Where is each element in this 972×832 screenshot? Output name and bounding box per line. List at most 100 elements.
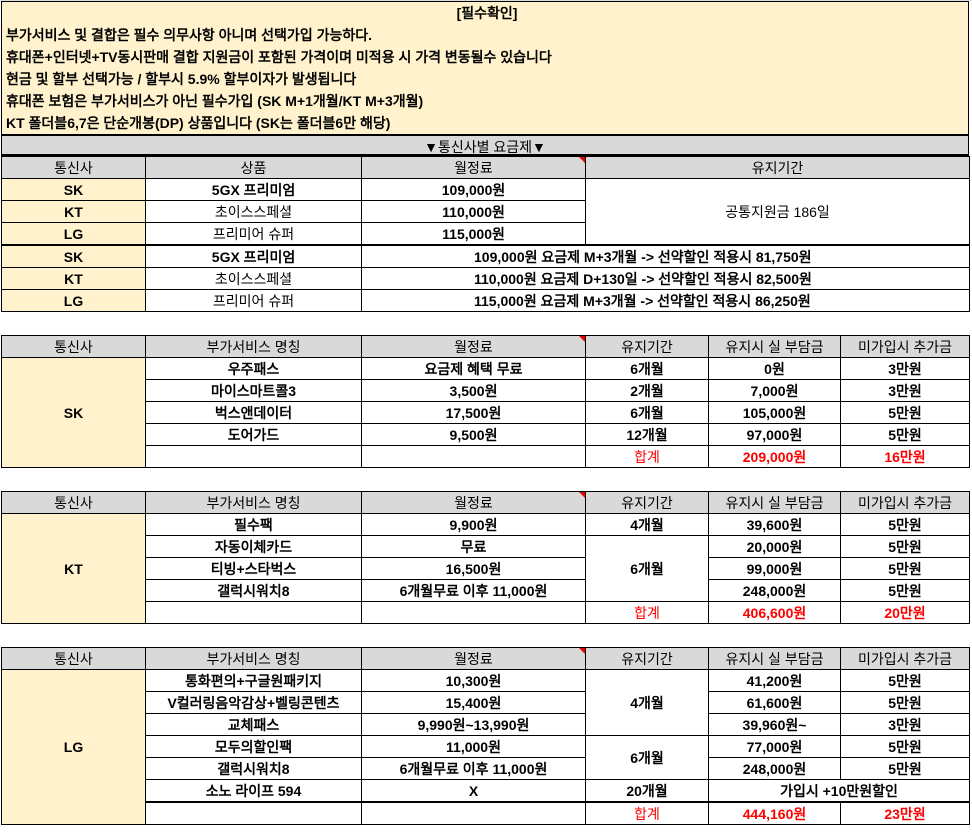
header-cell: 유지시 실 부담금 <box>708 491 841 514</box>
header-cell: 월정료 <box>361 647 586 670</box>
product-cell: 초이스스페셜 <box>145 267 362 290</box>
discount-note: 109,000원 요금제 M+3개월 -> 선약할인 적용시 81,750원 <box>360 244 971 268</box>
period-cell: 6개월 <box>585 735 709 780</box>
total-label: 합계 <box>585 445 709 468</box>
carrier-cell: KT <box>1 200 146 223</box>
fee-cell: 15,400원 <box>361 691 586 714</box>
period-cell: 4개월 <box>585 669 709 736</box>
benefit-cell: 가입시 +10만원할인 <box>708 779 970 803</box>
header-fee: 월정료 <box>361 156 586 179</box>
total-cost: 444,160원 <box>708 801 841 825</box>
cost-cell: 97,000원 <box>708 423 841 446</box>
carrier-cell: SK <box>1 244 146 268</box>
header-product: 상품 <box>145 156 362 179</box>
empty-cell <box>361 601 586 624</box>
total-label: 합계 <box>585 801 709 825</box>
header-cell: 통신사 <box>1 335 146 358</box>
total-extra: 16만원 <box>840 445 970 468</box>
header-cell: 미가입시 추가금 <box>840 335 970 358</box>
header-cell: 유지기간 <box>585 335 709 358</box>
extra-cell: 5만원 <box>840 401 970 424</box>
fee-cell: 16,500원 <box>361 557 586 580</box>
product-cell: 프리미어 슈퍼 <box>145 222 362 246</box>
header-cell: 유지기간 <box>585 491 709 514</box>
addon-table-lg: 통신사 부가서비스 명칭 월정료 유지기간 유지시 실 부담금 미가입시 추가금 LG 통화편… <box>1 647 970 825</box>
period-cell: 공통지원금 186일 <box>584 178 971 246</box>
fee-cell: X <box>361 779 586 803</box>
cost-cell: 105,000원 <box>708 401 841 424</box>
fee-cell: 6개월무료 이후 11,000원 <box>361 579 586 602</box>
fee-cell: 10,300원 <box>361 669 586 692</box>
total-cost: 209,000원 <box>708 445 841 468</box>
service-name: 자동이체카드 <box>145 535 362 558</box>
cost-cell: 61,600원 <box>708 691 841 714</box>
total-extra: 20만원 <box>840 601 970 624</box>
fee-cell: 무료 <box>361 535 586 558</box>
fee-cell: 요금제 혜택 무료 <box>361 357 586 380</box>
cost-cell: 20,000원 <box>708 535 841 558</box>
fee-cell: 9,900원 <box>361 513 586 536</box>
notice-line: KT 폴더블6,7은 단순개봉(DP) 상품입니다 (SK는 폴더블6만 해당) <box>6 115 391 131</box>
extra-cell: 3만원 <box>840 379 970 402</box>
service-name: 갤럭시워치8 <box>145 757 362 780</box>
fee-cell: 109,000원 <box>361 178 586 201</box>
fee-cell: 110,000원 <box>361 200 586 223</box>
fee-cell: 9,990원~13,990원 <box>361 713 586 736</box>
product-cell: 5GX 프리미엄 <box>145 178 362 201</box>
addon-table-sk: 통신사 부가서비스 명칭 월정료 유지기간 유지시 실 부담금 미가입시 추가금 SK 우주패… <box>1 335 970 468</box>
fee-cell: 115,000원 <box>361 222 586 246</box>
period-cell: 12개월 <box>585 423 709 446</box>
service-name: 교체패스 <box>145 713 362 736</box>
extra-cell: 5만원 <box>840 535 970 558</box>
extra-cell: 5만원 <box>840 423 970 446</box>
header-cell: 유지시 실 부담금 <box>708 647 841 670</box>
discount-note: 110,000원 요금제 D+130일 -> 선약할인 적용시 82,500원 <box>360 267 971 290</box>
fee-cell: 11,000원 <box>361 735 586 758</box>
header-cell: 통신사 <box>1 491 146 514</box>
extra-cell: 5만원 <box>840 757 970 780</box>
total-extra: 23만원 <box>840 801 970 825</box>
service-name: 티빙+스타벅스 <box>145 557 362 580</box>
header-cell: 월정료 <box>361 491 586 514</box>
carrier-cell: SK <box>1 357 146 468</box>
carrier-cell: LG <box>1 222 146 246</box>
service-name: 소노 라이프 594 <box>145 779 362 803</box>
extra-cell: 5만원 <box>840 557 970 580</box>
extra-cell: 5만원 <box>840 669 970 692</box>
carrier-cell: LG <box>1 289 146 312</box>
cost-cell: 248,000원 <box>708 579 841 602</box>
extra-cell: 5만원 <box>840 513 970 536</box>
service-name: 도어가드 <box>145 423 362 446</box>
period-cell: 6개월 <box>585 401 709 424</box>
empty-cell <box>145 601 362 624</box>
cost-cell: 77,000원 <box>708 735 841 758</box>
product-cell: 초이스스페셜 <box>145 200 362 223</box>
fee-cell: 6개월무료 이후 11,000원 <box>361 757 586 780</box>
fee-cell: 9,500원 <box>361 423 586 446</box>
carrier-cell: SK <box>1 178 146 201</box>
header-cell: 유지시 실 부담금 <box>708 335 841 358</box>
service-name: V컬러링음악감상+벨링콘텐츠 <box>145 691 362 714</box>
addon-table-kt: 통신사 부가서비스 명칭 월정료 유지기간 유지시 실 부담금 미가입시 추가금 KT 필수팩… <box>1 491 970 624</box>
period-cell: 6개월 <box>585 535 709 602</box>
empty-cell <box>145 445 362 468</box>
period-cell: 2개월 <box>585 379 709 402</box>
cost-cell: 248,000원 <box>708 757 841 780</box>
extra-cell: 3만원 <box>840 357 970 380</box>
cost-cell: 99,000원 <box>708 557 841 580</box>
header-cell: 월정료 <box>361 335 586 358</box>
service-name: 마이스마트콜3 <box>145 379 362 402</box>
header-cell: 미가입시 추가금 <box>840 647 970 670</box>
extra-cell: 5만원 <box>840 579 970 602</box>
service-name: 우주패스 <box>145 357 362 380</box>
service-name: 벅스앤데이터 <box>145 401 362 424</box>
notice-title: [필수확인] <box>456 5 518 21</box>
notice-line: 부가서비스 및 결합은 필수 의무사항 아니며 선택가입 가능하다. <box>6 27 372 43</box>
carrier-cell: LG <box>1 669 146 825</box>
notice-line: 휴대폰 보험은 부가서비스가 아닌 필수가입 (SK M+1개월/KT M+3개… <box>6 93 424 109</box>
discount-note: 115,000원 요금제 M+3개월 -> 선약할인 적용시 86,250원 <box>360 289 971 312</box>
service-name: 통화편의+구글원패키지 <box>145 669 362 692</box>
fee-cell: 3,500원 <box>361 379 586 402</box>
cost-cell: 39,960원~ <box>708 713 841 736</box>
period-cell: 20개월 <box>585 779 709 803</box>
